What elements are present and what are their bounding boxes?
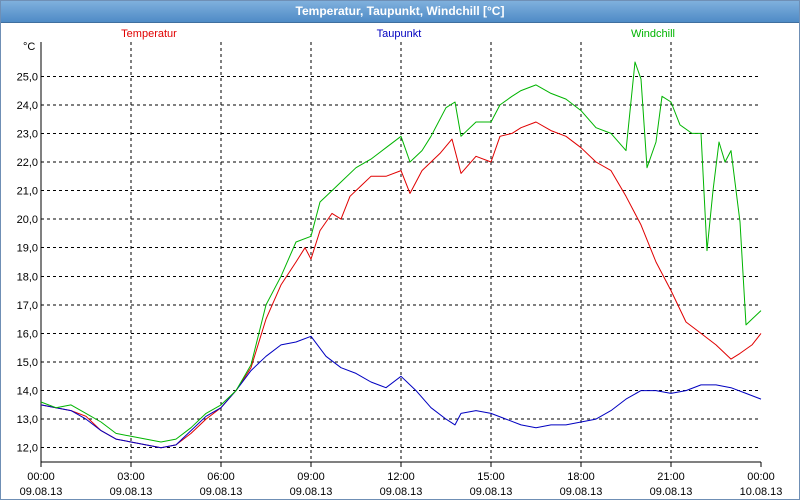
x-tick-date: 09.08.13	[200, 486, 243, 498]
y-tick-label: 15,0	[17, 357, 38, 369]
y-tick-label: 23,0	[17, 128, 38, 140]
x-tick-date: 09.08.13	[560, 486, 603, 498]
y-tick-label: 17,0	[17, 300, 38, 312]
y-tick-label: 19,0	[17, 243, 38, 255]
legend: Temperatur Taupunkt Windchill	[121, 28, 675, 40]
x-tick-time: 15:00	[477, 471, 505, 483]
y-tick-label: 16,0	[17, 328, 38, 340]
x-tick-time: 21:00	[657, 471, 685, 483]
grid-lines	[41, 42, 761, 462]
series-line-taupunkt	[40, 335, 762, 449]
series-line-windchill	[40, 61, 762, 443]
axes	[40, 42, 762, 467]
y-tick-label: 13,0	[17, 414, 38, 426]
x-tick-date: 09.08.13	[380, 486, 423, 498]
y-tick-labels: 12,0 13,0 14,0 15,0 16,0 17,0 18,0 19,0 20,0 21,0…	[17, 71, 38, 454]
x-tick-time: 03:00	[117, 471, 145, 483]
series-lines	[40, 61, 762, 449]
legend-entry-windchill: Windchill	[631, 28, 675, 40]
y-tick-label: 24,0	[17, 100, 38, 112]
y-tick-label: 14,0	[17, 386, 38, 398]
x-tick-time: 09:00	[297, 471, 325, 483]
y-tick-label: 21,0	[17, 186, 38, 198]
x-tick-date: 09.08.13	[290, 486, 333, 498]
y-axis-unit-label: °C	[23, 41, 35, 53]
x-tick-time: 12:00	[387, 471, 415, 483]
window-title: Temperatur, Taupunkt, Windchill [°C]	[1, 1, 799, 23]
x-tick-time: 00:00	[747, 471, 775, 483]
y-tick-label: 18,0	[17, 271, 38, 283]
x-tick-date: 09.08.13	[470, 486, 513, 498]
x-tick-date: 09.08.13	[650, 486, 693, 498]
x-tick-time: 00:00	[27, 471, 55, 483]
legend-entry-temperatur: Temperatur	[121, 28, 177, 40]
x-tick-date: 09.08.13	[110, 486, 153, 498]
y-tick-label: 25,0	[17, 71, 38, 83]
x-tick-date: 10.08.13	[740, 486, 783, 498]
x-tick-date: 09.08.13	[20, 486, 63, 498]
y-tick-label: 22,0	[17, 157, 38, 169]
x-tick-time: 18:00	[567, 471, 595, 483]
x-tick-time: 06:00	[207, 471, 235, 483]
x-tick-labels: 00:00 09.08.13 03:00 09.08.13 06:00 09.08.13 0…	[20, 471, 783, 498]
y-tick-label: 12,0	[17, 443, 38, 455]
y-tick-label: 20,0	[17, 214, 38, 226]
legend-entry-taupunkt: Taupunkt	[377, 28, 422, 40]
